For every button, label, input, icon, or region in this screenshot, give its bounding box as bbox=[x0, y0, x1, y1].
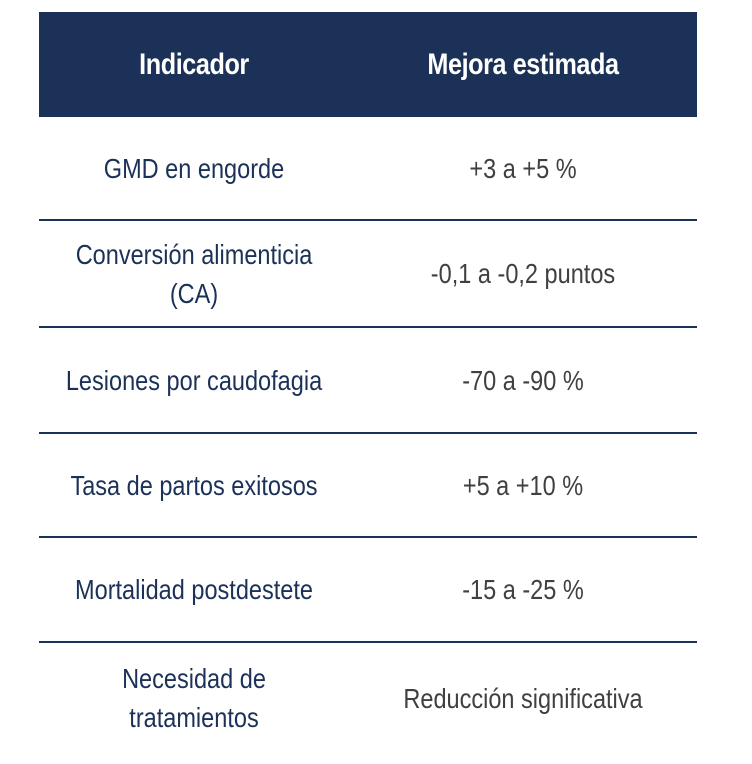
table-row: Necesidad de tratamientos Reducción sign… bbox=[39, 643, 697, 753]
table-row: Conversión alimenticia (CA) -0,1 a -0,2 … bbox=[39, 221, 697, 328]
indicator-cell: Mortalidad postdestete bbox=[64, 570, 324, 609]
indicator-line: (CA) bbox=[169, 277, 219, 309]
table-row: Lesiones por caudofagia -70 a -90 % bbox=[39, 328, 697, 434]
header-indicator: Indicador bbox=[139, 47, 249, 81]
indicator-line: tratamientos bbox=[129, 702, 259, 733]
improvement-cell: Reducción significativa bbox=[403, 682, 643, 714]
improvement-cell: -70 a -90 % bbox=[462, 364, 584, 396]
indicator-cell: GMD en engorde bbox=[64, 149, 324, 188]
indicator-cell: Lesiones por caudofagia bbox=[64, 361, 324, 400]
indicator-line: Necesidad de bbox=[122, 663, 266, 694]
indicator-cell: Necesidad de tratamientos bbox=[64, 659, 324, 737]
indicator-table: Indicador Mejora estimada GMD en engorde… bbox=[39, 12, 697, 753]
improvement-cell: +3 a +5 % bbox=[469, 152, 577, 184]
table-row: Tasa de partos exitosos +5 a +10 % bbox=[39, 434, 697, 538]
table-row: Mortalidad postdestete -15 a -25 % bbox=[39, 538, 697, 643]
indicator-cell: Tasa de partos exitosos bbox=[64, 466, 324, 505]
indicator-line: GMD en engorde bbox=[103, 152, 285, 184]
indicator-line: Conversión alimenticia bbox=[75, 238, 313, 270]
indicator-line: Tasa de partos exitosos bbox=[70, 469, 318, 501]
improvement-cell: -15 a -25 % bbox=[462, 574, 584, 605]
table-header: Indicador Mejora estimada bbox=[39, 12, 697, 117]
indicator-line: Mortalidad postdestete bbox=[75, 574, 313, 605]
improvement-cell: +5 a +10 % bbox=[462, 469, 584, 501]
indicator-line: Lesiones por caudofagia bbox=[65, 364, 323, 396]
improvement-cell: -0,1 a -0,2 puntos bbox=[430, 258, 616, 289]
indicator-cell: Conversión alimenticia (CA) bbox=[64, 235, 324, 313]
table-row: GMD en engorde +3 a +5 % bbox=[39, 117, 697, 221]
header-improvement: Mejora estimada bbox=[427, 47, 619, 81]
